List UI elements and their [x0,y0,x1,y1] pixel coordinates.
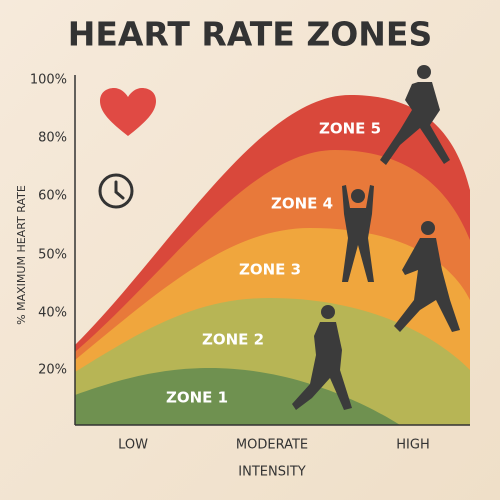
x-tick-label: LOW [118,438,148,453]
y-tick-label: 100% [30,73,67,88]
zone-label: ZONE 1 [166,389,228,407]
y-axis-title: % MAXIMUM HEART RATE [15,185,28,325]
y-tick-label: 50% [38,248,67,263]
title: HEART RATE ZONES [68,15,432,54]
zone-label: ZONE 2 [202,331,264,349]
x-axis-title: INTENSITY [238,465,305,480]
heart-icon [100,88,156,136]
clock-icon [98,173,134,209]
zone-1-band [75,368,400,425]
y-tick-label: 40% [38,306,67,321]
x-tick-label: HIGH [396,438,429,453]
walker-figure [292,305,352,410]
y-tick-label: 20% [38,363,67,378]
zone-label: ZONE 4 [271,195,333,213]
x-tick-label: MODERATE [236,438,308,453]
runner-figure [380,65,450,165]
y-tick-label: 60% [38,189,67,204]
zone-label: ZONE 5 [319,120,381,138]
standing-figure [342,185,374,282]
y-tick-label: 80% [38,131,67,146]
zone-label: ZONE 3 [239,261,301,279]
walker-figure [394,221,460,332]
